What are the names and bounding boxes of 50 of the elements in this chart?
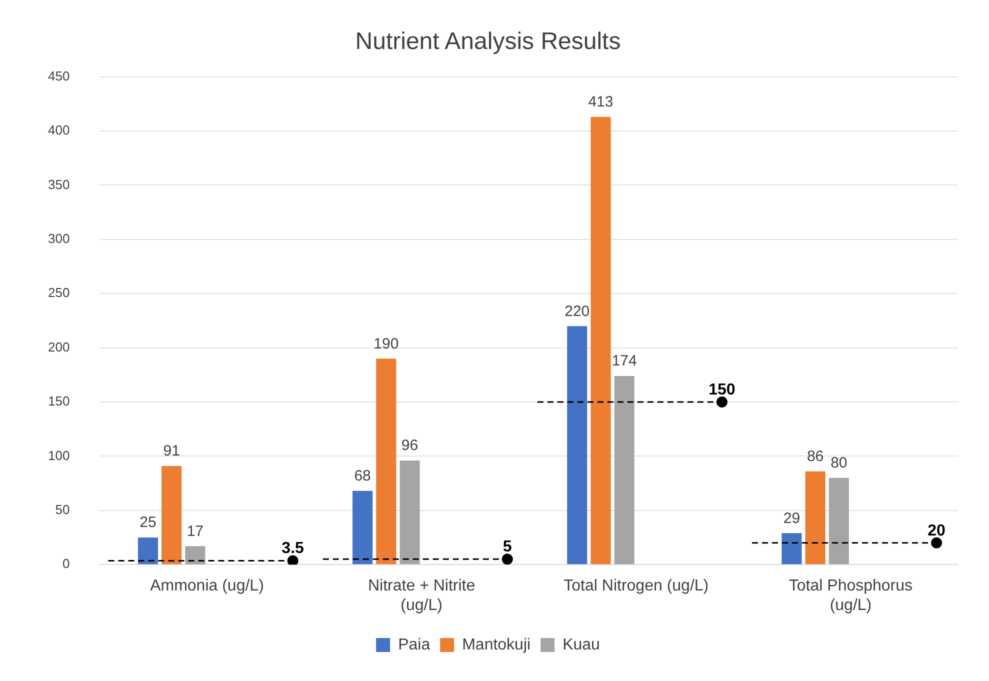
data-label: 68 xyxy=(354,468,371,485)
bar xyxy=(805,471,826,564)
y-tick-label: 350 xyxy=(48,176,70,192)
y-tick-label: 200 xyxy=(48,339,70,354)
bar xyxy=(352,490,373,564)
bar xyxy=(828,478,849,564)
bar xyxy=(138,538,158,564)
point xyxy=(502,554,513,565)
data-label: 86 xyxy=(806,448,824,466)
bar xyxy=(376,358,396,564)
data-label: 96 xyxy=(401,437,418,454)
bar xyxy=(567,326,588,564)
data-label: 3.5 xyxy=(282,540,304,558)
point xyxy=(931,537,942,548)
data-label: 220 xyxy=(564,302,590,320)
bar xyxy=(400,460,420,564)
y-tick-label: 450 xyxy=(48,68,70,84)
y-tick-label: 300 xyxy=(48,230,70,246)
point xyxy=(287,555,298,565)
bar xyxy=(590,116,611,564)
y-tick-label: 100 xyxy=(48,448,70,463)
x-tick-label: Ammonia (ug/L) xyxy=(150,578,264,595)
bar xyxy=(162,466,182,564)
data-label: 80 xyxy=(830,454,848,472)
data-label: 29 xyxy=(783,510,800,527)
data-label: 20 xyxy=(928,522,946,540)
y-tick-label: 150 xyxy=(48,394,70,409)
point xyxy=(716,396,728,408)
bar xyxy=(614,376,634,564)
x-tick-label: Nitrate + Nitrite (ug/L) xyxy=(368,578,476,614)
data-label: 25 xyxy=(140,514,156,532)
x-tick-label: Total Nitrogen (ug/L) xyxy=(564,578,709,595)
legend-label: Mantokuji xyxy=(462,636,531,654)
chart-title: Nutrient Analysis Results xyxy=(355,28,621,56)
data-label: 5 xyxy=(502,538,512,556)
data-label: 91 xyxy=(163,442,180,460)
bar xyxy=(782,533,802,564)
y-tick-label: 50 xyxy=(55,502,70,517)
data-label: 17 xyxy=(186,522,204,540)
y-tick-label: 250 xyxy=(48,285,70,300)
legend-label: Kuau xyxy=(562,636,600,654)
bar xyxy=(185,546,206,564)
data-label: 150 xyxy=(708,381,736,398)
legend-label: Paia xyxy=(398,636,430,654)
data-label: 174 xyxy=(612,352,637,370)
y-tick-label: 0 xyxy=(62,556,70,572)
data-label: 190 xyxy=(374,335,399,352)
y-tick-label: 400 xyxy=(48,122,70,138)
data-label: 413 xyxy=(588,94,614,111)
x-tick-label: Total Phosphorus (ug/L) xyxy=(788,578,913,614)
